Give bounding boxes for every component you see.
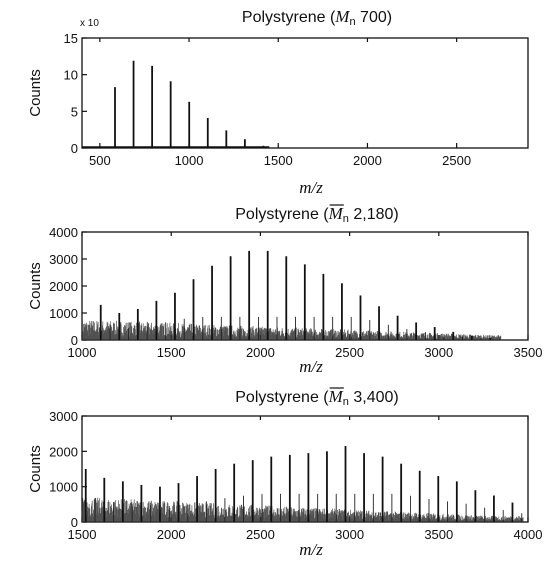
x-axis-label: m/z — [299, 540, 323, 559]
x-tick-label: 3500 — [424, 527, 453, 542]
x-tick-label: 3500 — [514, 345, 543, 360]
y-tick-label: 10 — [64, 68, 78, 83]
chart-panel-3: Polystyrene (Mn 3,400) 1500 2000 2500 3000 35… — [27, 387, 542, 559]
x-tick-label: 2000 — [157, 527, 186, 542]
y-tick-label: 1000 — [49, 480, 78, 495]
x-tick-label: 2500 — [442, 153, 471, 168]
x-tick-label: 2000 — [353, 153, 382, 168]
y-tick-label: 2000 — [49, 279, 78, 294]
title-subscript: n — [343, 396, 349, 408]
title-text: Polystyrene ( — [242, 9, 336, 26]
x-axis-label: m/z — [299, 357, 323, 376]
y-tick-label: 0 — [71, 141, 78, 156]
title-text: Polystyrene ( — [235, 206, 329, 223]
y-tick-label: 1000 — [49, 306, 78, 321]
x-tick-label: 500 — [89, 153, 111, 168]
title-text-end: 2,180) — [349, 206, 399, 223]
chart-panel-2: Polystyrene (Mn 2,180) 1000 1500 2000 2500 30… — [27, 204, 542, 376]
title-subscript: n — [349, 16, 355, 28]
x-tick-label: 1000 — [175, 153, 204, 168]
x-tick-label: 3000 — [335, 527, 364, 542]
y-axis-label: Counts — [27, 69, 44, 117]
chart-title: Polystyrene (Mn 700) — [242, 7, 392, 28]
baseline-noise — [81, 320, 502, 340]
y-tick-label: 3000 — [49, 409, 78, 424]
plot-frame — [81, 37, 529, 149]
y-tick-label: 15 — [64, 31, 78, 46]
chart-panel-1: Polystyrene (Mn 700) x 10 500 1000 1500 2000 2… — [27, 7, 529, 197]
x-tick-label: 1500 — [68, 527, 97, 542]
title-text-end: 3,400) — [349, 389, 399, 406]
x-tick-label: 2000 — [246, 345, 275, 360]
title-symbol: M — [328, 204, 344, 223]
y-tick-label: 5 — [71, 104, 78, 119]
title-text-end: 700) — [356, 9, 392, 26]
x-tick-label: 2500 — [246, 527, 275, 542]
title-symbol: M — [328, 387, 344, 406]
title-symbol: M — [334, 7, 350, 26]
x-tick-label: 4000 — [514, 527, 543, 542]
y-axis-label: Counts — [27, 445, 44, 493]
y-tick-label: 3000 — [49, 252, 78, 267]
x-tick-label: 1000 — [68, 345, 97, 360]
chart-title: Polystyrene (Mn 3,400) — [235, 387, 398, 408]
x-tick-label: 2500 — [335, 345, 364, 360]
x-tick-label: 1500 — [157, 345, 186, 360]
y-tick-label: 2000 — [49, 444, 78, 459]
chart-title: Polystyrene (Mn 2,180) — [235, 204, 398, 225]
x-tick-label: 1500 — [264, 153, 293, 168]
y-axis-label: Counts — [27, 262, 44, 310]
y-multiplier-label: x 10 — [80, 18, 99, 29]
y-tick-label: 0 — [71, 333, 78, 348]
title-text: Polystyrene ( — [235, 389, 329, 406]
y-tick-label: 4000 — [49, 225, 78, 240]
y-tick-label: 0 — [71, 515, 78, 530]
title-subscript: n — [343, 213, 349, 225]
x-axis-label: m/z — [299, 178, 323, 197]
x-tick-label: 3000 — [424, 345, 453, 360]
